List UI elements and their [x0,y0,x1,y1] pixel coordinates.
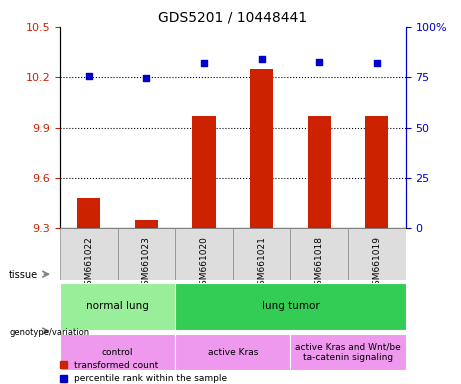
FancyBboxPatch shape [175,228,233,280]
Bar [308,116,331,228]
FancyBboxPatch shape [233,228,290,280]
FancyBboxPatch shape [60,283,175,329]
Text: GSM661021: GSM661021 [257,236,266,291]
Bar [77,198,100,228]
Text: control: control [102,348,133,357]
Point [200,60,207,66]
Text: genotype/variation: genotype/variation [9,328,89,337]
Text: GSM661020: GSM661020 [200,236,208,291]
Point [85,73,92,79]
Text: normal lung: normal lung [86,301,149,311]
FancyBboxPatch shape [60,334,175,371]
Point [142,75,150,81]
Text: GSM661022: GSM661022 [84,236,93,291]
Text: active Kras and Wnt/be
ta-catenin signaling: active Kras and Wnt/be ta-catenin signal… [295,343,401,362]
Bar [135,220,158,228]
Legend: transformed count, percentile rank within the sample: transformed count, percentile rank withi… [60,361,227,383]
Title: GDS5201 / 10448441: GDS5201 / 10448441 [158,10,307,24]
FancyBboxPatch shape [348,228,406,280]
Text: GSM661023: GSM661023 [142,236,151,291]
Point [315,59,323,65]
FancyBboxPatch shape [60,228,118,280]
Text: GSM661018: GSM661018 [315,236,324,291]
FancyBboxPatch shape [290,228,348,280]
Text: GSM661019: GSM661019 [372,236,381,291]
FancyBboxPatch shape [175,283,406,329]
FancyBboxPatch shape [290,334,406,371]
Point [373,60,381,66]
Text: tissue: tissue [9,270,38,280]
Text: lung tumor: lung tumor [261,301,319,311]
FancyBboxPatch shape [175,334,290,371]
Bar [250,69,273,228]
FancyBboxPatch shape [118,228,175,280]
Bar [193,116,216,228]
Bar [365,116,388,228]
Point [258,56,266,62]
Text: active Kras: active Kras [207,348,258,357]
